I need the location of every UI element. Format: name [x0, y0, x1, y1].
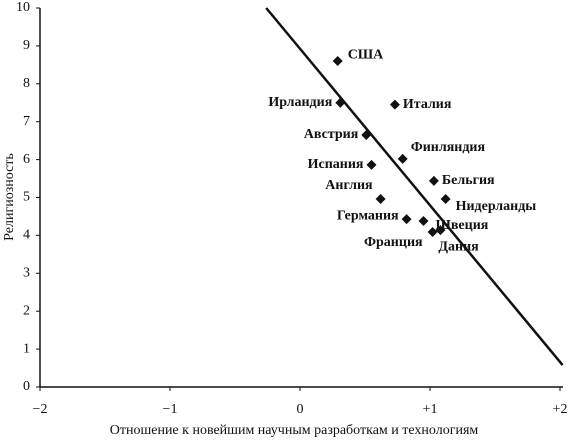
- point: [332, 56, 343, 67]
- point: [397, 153, 408, 164]
- y-tick-label: 9: [23, 38, 30, 53]
- y-tick-label: 10: [16, 0, 30, 15]
- y-tick-label: 7: [23, 114, 30, 129]
- point-label: Ирландия: [268, 95, 332, 110]
- x-tick-label: +1: [423, 402, 438, 417]
- trend-line: [265, 7, 564, 366]
- y-tick-label: 6: [23, 152, 30, 167]
- point-label: Германия: [337, 208, 399, 223]
- point-label: Австрия: [304, 127, 359, 142]
- point-label: Бельгия: [442, 173, 495, 188]
- point: [435, 225, 446, 236]
- y-tick-label: 3: [23, 266, 30, 281]
- point: [335, 97, 346, 108]
- y-tick-label: 5: [23, 190, 30, 205]
- point-label: Франция: [364, 235, 423, 250]
- point-label: Испания: [308, 157, 364, 172]
- point: [361, 129, 372, 140]
- point: [427, 226, 438, 237]
- point-label: Нидерланды: [456, 199, 537, 214]
- point-label: Англия: [325, 178, 373, 193]
- y-tick-label: 8: [23, 76, 30, 91]
- point-label: Швеция: [436, 218, 489, 233]
- y-tick-label: 2: [23, 303, 30, 318]
- x-axis-label: Отношение к новейшим научным разработкам…: [110, 423, 479, 438]
- point: [440, 194, 451, 205]
- point-label: США: [348, 47, 384, 62]
- point: [375, 194, 386, 205]
- point: [389, 99, 400, 110]
- y-tick-label: 1: [23, 341, 30, 356]
- y-tick-label: 4: [23, 228, 30, 243]
- y-axis-label: Религиозность: [2, 153, 17, 241]
- x-tick-label: −2: [33, 402, 48, 417]
- point-label: Финляндия: [411, 140, 486, 155]
- point: [366, 159, 377, 170]
- point: [401, 214, 412, 225]
- point-label: Дания: [438, 239, 479, 254]
- y-tick-label: 0: [23, 379, 30, 394]
- x-tick-label: −1: [163, 402, 178, 417]
- point: [418, 215, 429, 226]
- x-tick-label: 0: [297, 402, 304, 417]
- point-label: Италия: [403, 97, 452, 112]
- x-tick-label: +2: [553, 402, 568, 417]
- point: [428, 175, 439, 186]
